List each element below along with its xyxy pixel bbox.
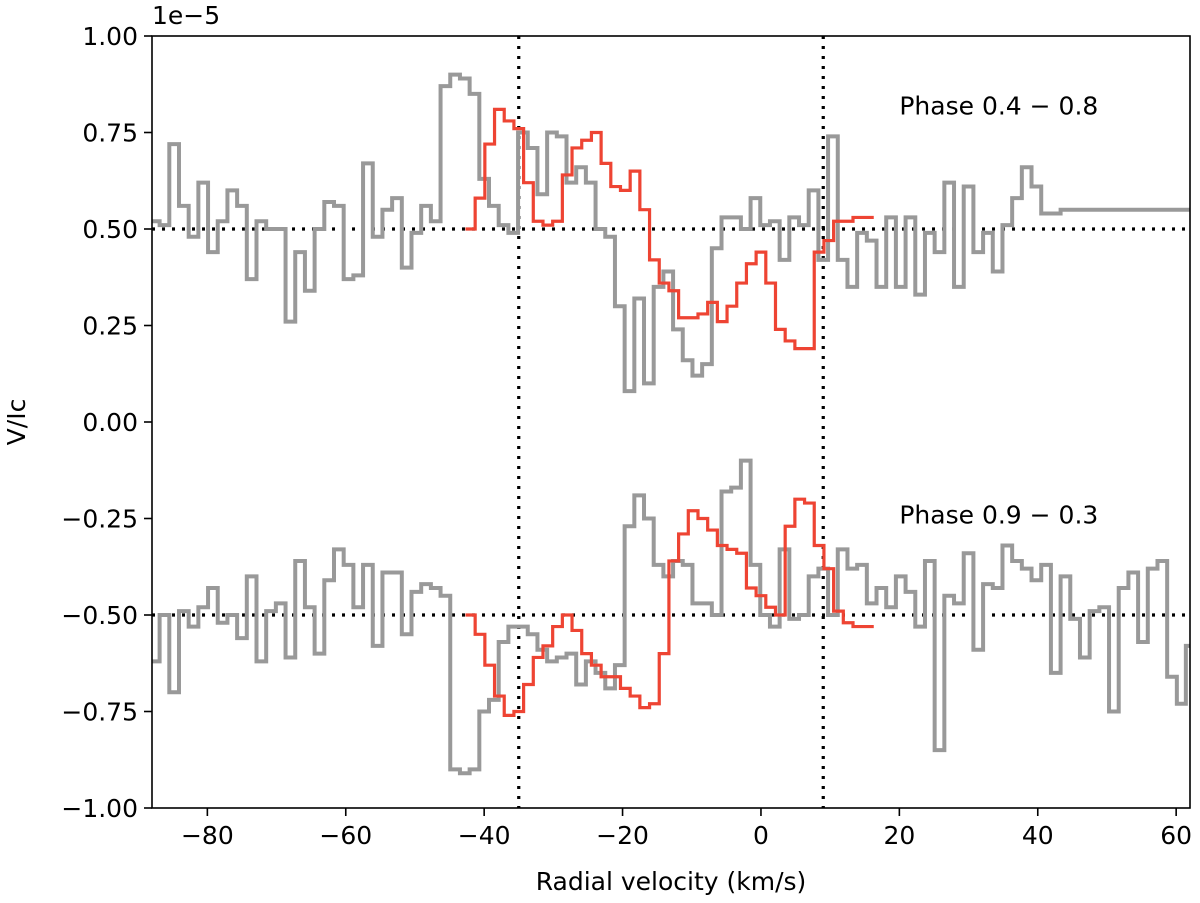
x-tick-label: −80 [181, 821, 234, 850]
phase-annotation-upper: Phase 0.4 − 0.8 [899, 91, 1098, 120]
y-tick-label: −0.25 [61, 505, 138, 534]
y-tick-label: 0.00 [82, 408, 138, 437]
y-axis-label: V/Ic [2, 399, 31, 446]
y-tick-label: −1.00 [61, 794, 138, 823]
x-tick-label: 40 [1022, 821, 1054, 850]
x-tick-label: 20 [883, 821, 915, 850]
y-scale-multiplier-label: 1e−5 [152, 1, 220, 30]
phase-annotation-lower: Phase 0.9 − 0.3 [899, 501, 1098, 530]
plot-frame [151, 35, 1191, 809]
x-tick-label: 60 [1160, 821, 1192, 850]
x-axis-label: Radial velocity (km/s) [536, 867, 807, 896]
x-tick-label: 0 [753, 821, 769, 850]
y-tick-label: −0.50 [61, 601, 138, 630]
series-upper-model [465, 107, 874, 351]
y-tick-label: 0.75 [82, 119, 138, 148]
x-tick-label: −40 [458, 821, 511, 850]
x-tick-label: −60 [319, 821, 372, 850]
series-upper-observed [152, 72, 1190, 394]
y-tick-label: 0.25 [82, 312, 138, 341]
series-lower-model [465, 497, 874, 717]
y-tick-label: 1.00 [82, 22, 138, 51]
series-layer [152, 72, 1190, 776]
ticks-layer: −80 −60 −40 −20 0 20 40 60 −1.00 −0.75 −0.50 −0.25 0… [61, 22, 1192, 850]
y-tick-label: −0.75 [61, 698, 138, 727]
x-tick-label: −20 [596, 821, 649, 850]
y-tick-label: 0.50 [82, 215, 138, 244]
